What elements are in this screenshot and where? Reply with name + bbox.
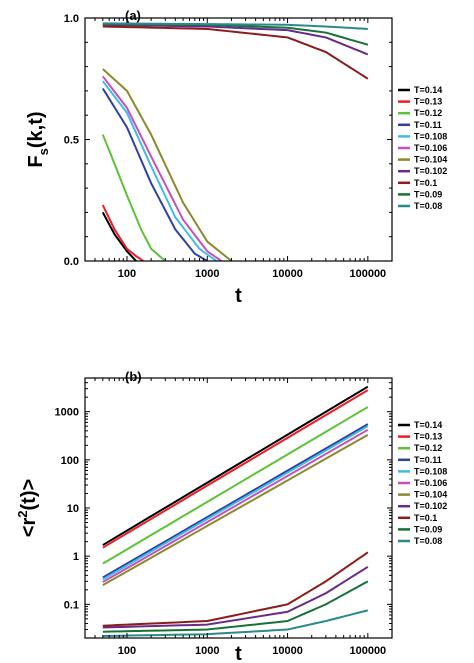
- panel-label: (a): [125, 8, 141, 23]
- legend-label: T=0.106: [414, 143, 447, 153]
- series-line-T=0.1: [102, 551, 369, 627]
- legend: T=0.14 T=0.13T=0.12 T=0.11T=0.108 T=0.106 T=…: [398, 85, 447, 211]
- legend-label: T=0.108: [414, 131, 447, 141]
- series-line-T=0.106: [102, 75, 222, 261]
- plot-frame: [84, 17, 393, 262]
- legend-label: T=0.102: [414, 166, 447, 176]
- legend-label: T=0.11: [414, 455, 442, 465]
- series-line-T=0.108: [102, 80, 217, 261]
- legend-label: T=0.11: [414, 120, 442, 130]
- series-line-T=0.104: [102, 433, 369, 587]
- panel-0: 100 1000 10000 100000 0.0 0.5 1.0 t Fs(k,t) (a) T=…: [25, 8, 447, 307]
- legend-label: T=0.08: [414, 201, 442, 211]
- series-line-T=0.102: [102, 566, 369, 629]
- series-group: [101, 22, 369, 261]
- x-axis-title: t: [235, 285, 242, 307]
- legend-label: T=0.108: [414, 466, 447, 476]
- y-tick-label: 100: [61, 455, 79, 467]
- legend-label: T=0.12: [414, 443, 442, 453]
- legend-label: T=0.1: [414, 178, 437, 188]
- panel-1: 100 1000 10000 100000 0.1 1 10 100 1000 t <r2(t)> (…: [15, 369, 447, 663]
- legend-label: T=0.14: [414, 85, 442, 95]
- y-tick-label: 0.0: [64, 256, 79, 268]
- series-line-T=0.08: [102, 609, 369, 638]
- series-line-T=0.13: [102, 389, 369, 549]
- legend-label: T=0.102: [414, 501, 447, 511]
- x-tick-label: 100000: [349, 645, 386, 657]
- series-line-T=0.12: [101, 134, 166, 261]
- legend: T=0.14 T=0.13T=0.12 T=0.11T=0.108 T=0.106 T=…: [398, 420, 447, 546]
- legend-label: T=0.12: [414, 108, 442, 118]
- series-line-T=0.13: [101, 204, 144, 261]
- y-tick-label: 0.5: [64, 135, 79, 147]
- series-line-T=0.1: [102, 25, 369, 80]
- series-line-T=0.12: [102, 406, 369, 565]
- x-axis-title: t: [235, 643, 242, 663]
- y-axis-title: Fs(k,t): [25, 111, 51, 167]
- legend-label: T=0.14: [414, 420, 442, 430]
- x-tick-label: 100000: [349, 268, 386, 280]
- series-line-T=0.11: [101, 87, 208, 261]
- legend-label: T=0.08: [414, 536, 442, 546]
- legend-label: T=0.1: [414, 513, 437, 523]
- x-tick-label: 100: [118, 645, 136, 657]
- y-tick-label: 10: [67, 503, 79, 515]
- series-line-T=0.102: [102, 23, 369, 56]
- y-tick-label: 0.1: [64, 599, 79, 611]
- legend-label: T=0.13: [414, 432, 442, 442]
- legend-label: T=0.09: [414, 524, 442, 534]
- series-line-T=0.09: [102, 580, 369, 633]
- series-line-T=0.104: [102, 68, 233, 261]
- series-line-T=0.108: [102, 425, 369, 581]
- legend-label: T=0.104: [414, 490, 447, 500]
- y-tick-label: 1.0: [64, 13, 79, 25]
- series-line-T=0.14: [102, 385, 369, 546]
- y-tick-label: 1: [73, 551, 79, 563]
- x-tick-label: 10000: [272, 268, 303, 280]
- series-line-T=0.11: [102, 423, 369, 579]
- y-tick-label: 1000: [55, 407, 79, 419]
- series-group: [102, 385, 369, 638]
- legend-label: T=0.104: [414, 155, 447, 165]
- series-line-T=0.106: [102, 428, 369, 583]
- panel-label: (b): [125, 369, 142, 384]
- legend-label: T=0.106: [414, 478, 447, 488]
- x-tick-label: 1000: [195, 645, 219, 657]
- y-axis-title: <r2(t)>: [15, 479, 40, 537]
- series-line-T=0.14: [101, 211, 137, 261]
- x-tick-label: 100: [118, 268, 136, 280]
- legend-label: T=0.09: [414, 189, 442, 199]
- series-line-T=0.08: [102, 22, 368, 30]
- x-tick-label: 10000: [272, 645, 303, 657]
- x-tick-label: 1000: [195, 268, 219, 280]
- legend-label: T=0.13: [414, 97, 442, 107]
